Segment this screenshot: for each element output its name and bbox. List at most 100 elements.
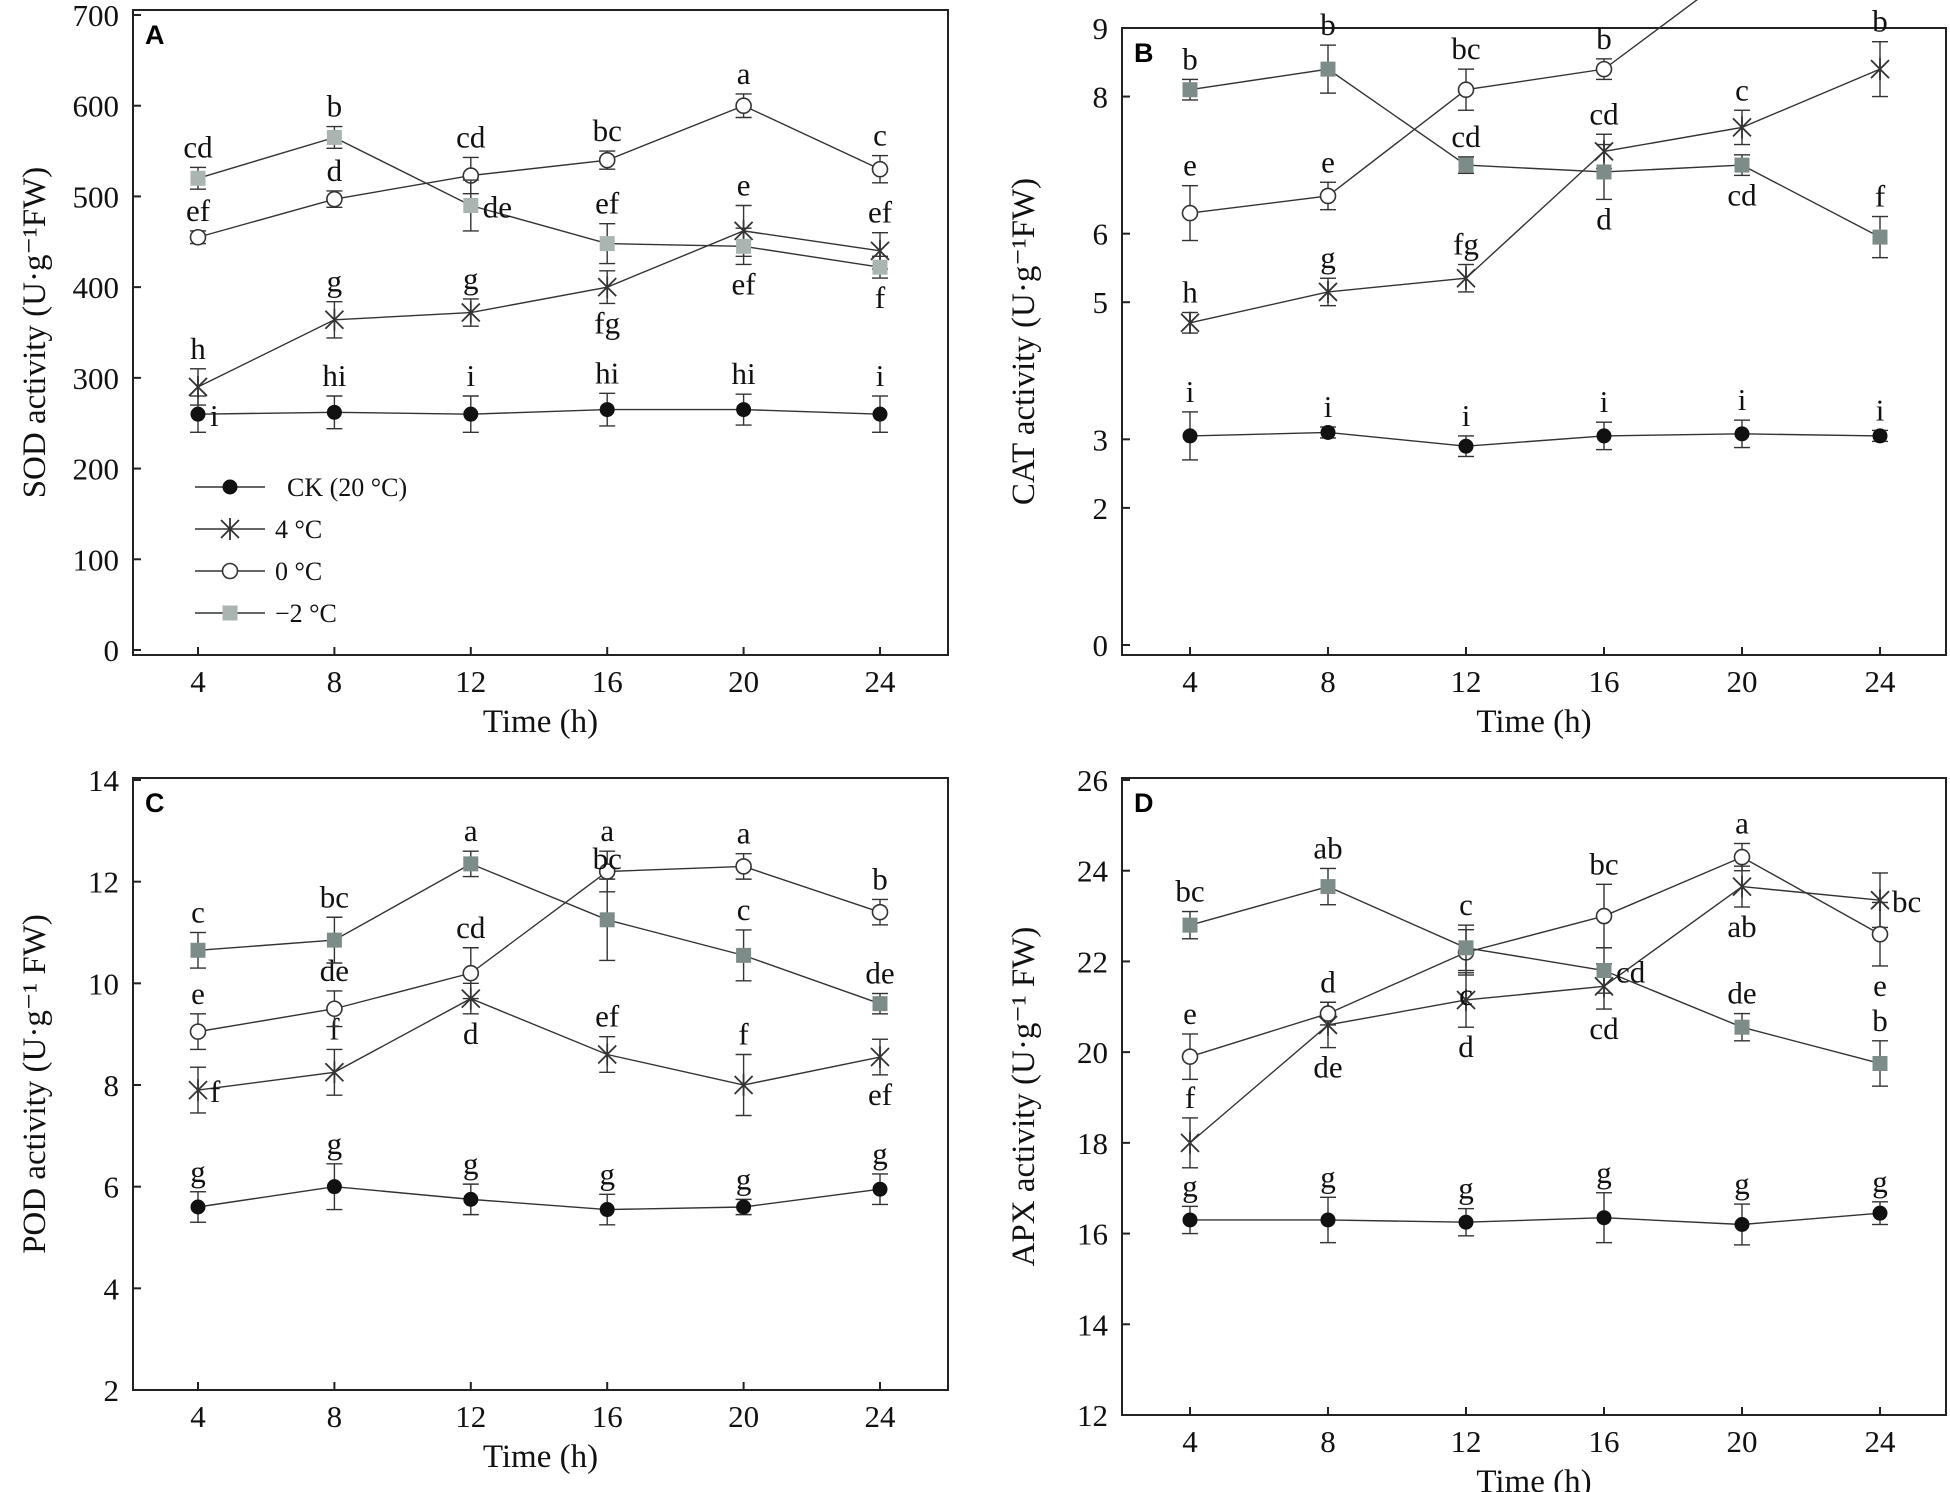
y-tick-label: 6 [1093, 217, 1109, 252]
series-ck-point-0 [190, 406, 206, 422]
series-cm2-point-3 [1596, 164, 1612, 180]
series-c4-point-4 [733, 1074, 754, 1096]
legend-ck-point-0 [222, 479, 238, 495]
series-c4-sig-label-5: b [1872, 4, 1888, 39]
series-ck-sig-label-4: g [736, 1161, 752, 1196]
series-cm2-point-4 [1734, 1019, 1750, 1035]
series-ck-point-4 [736, 1199, 752, 1215]
series-c0-point-5 [871, 160, 889, 178]
series-c0-sig-label-3: bc [1589, 846, 1618, 881]
series-ck-line [1190, 1212, 1881, 1226]
series-cm2-point-4 [736, 947, 752, 963]
series-ck-sig-label-5: g [872, 1136, 888, 1171]
series-c0-sig-label-0: ef [186, 193, 211, 228]
series-c0-line [197, 865, 881, 1033]
series-c4-sig-label-1: g [1320, 240, 1336, 275]
series-ck-sig-label-5: i [876, 358, 885, 393]
series-cm2-point-2 [463, 856, 479, 872]
series-c0-sig-label-4: a [1735, 806, 1749, 841]
series-ck-sig-label-2: g [463, 1146, 479, 1181]
series-ck-sig-label-0: g [1182, 1168, 1198, 1203]
y-tick-label: 14 [1077, 1307, 1109, 1342]
series-ck-point-1 [326, 404, 342, 420]
series-cm2-sig-label-4: de [1727, 976, 1756, 1011]
series-c0-sig-label-4: a [737, 816, 751, 851]
series-ck-point-3 [599, 1202, 615, 1218]
y-tick-label: 18 [1077, 1126, 1108, 1161]
series-c0-point-2 [1457, 81, 1475, 98]
series-c4: f f d ef f ef [188, 982, 893, 1117]
y-axis-title: CAT activity (U·g⁻¹FW) [1006, 178, 1042, 505]
x-tick-label: 12 [455, 1399, 486, 1434]
panel-label: A [145, 20, 165, 50]
series-cm2-line [1189, 885, 1881, 1065]
series-c0-sig-label-4: a [737, 56, 751, 91]
series-c4-line [197, 230, 881, 388]
series-c4-sig-label-3: cd [1589, 96, 1619, 131]
legend-label-c4: 4 °C [275, 515, 322, 544]
plot-frame [1121, 27, 1947, 656]
series-c4-sig-label-5: ef [868, 195, 893, 230]
legend-label-c0: 0 °C [275, 557, 322, 586]
series-cm2-point-3 [599, 236, 615, 252]
series-cm2-point-3 [599, 912, 615, 928]
y-axis-title: APX activity (U·g⁻¹ FW) [1006, 927, 1042, 1267]
x-axis-title: Time (h) [1476, 1464, 1591, 1492]
series-c0-point-3 [1595, 907, 1613, 925]
series-c4-sig-label-0: h [1182, 275, 1198, 310]
series-cm2-sig-label-1: b [1320, 7, 1336, 42]
legend-label-ck: CK (20 °C) [287, 473, 407, 502]
series-ck-point-5 [1872, 428, 1888, 444]
series-ck-point-3 [1596, 1210, 1612, 1226]
x-tick-label: 24 [1865, 664, 1897, 699]
x-tick-label: 16 [1589, 664, 1620, 699]
series-c4-point-1 [324, 308, 345, 331]
series-c4-point-5 [1870, 58, 1890, 81]
series-cm2-sig-label-0: bc [1175, 874, 1204, 909]
y-tick-label: 24 [1077, 854, 1109, 889]
series-cm2-sig-label-4: c [737, 892, 751, 927]
series-ck-point-3 [599, 402, 615, 418]
y-tick-label: 2 [104, 1373, 120, 1408]
panel-label: B [1134, 38, 1154, 68]
series-ck-sig-label-1: g [1320, 1159, 1336, 1194]
series-c4: h g fg cd c b [1180, 4, 1890, 334]
series-ck-point-0 [1182, 428, 1198, 444]
x-tick-label: 16 [1589, 1424, 1620, 1459]
y-tick-label: 14 [88, 763, 120, 798]
legend-c0-point-2 [221, 562, 239, 580]
y-tick-label: 10 [88, 966, 119, 1001]
series-cm2-point-5 [1872, 1055, 1888, 1071]
series-c4: h g g fg e ef [188, 168, 893, 406]
series-ck-point-4 [1734, 426, 1750, 442]
legend-c4-point-1 [220, 518, 240, 540]
series-cm2-sig-label-2: cd [1451, 119, 1481, 154]
series-c4-sig-label-0: f [210, 1074, 221, 1109]
series-c0-sig-label-5: e [1873, 968, 1887, 1003]
y-tick-label: 8 [1093, 80, 1109, 115]
y-tick-label: 0 [1093, 628, 1109, 663]
series-c0-point-0 [1181, 1048, 1199, 1065]
series-cm2-point-5 [872, 996, 888, 1012]
series-c4-sig-label-2: fg [1453, 227, 1479, 262]
y-tick-label: 5 [1093, 285, 1109, 320]
series-cm2-sig-label-0: b [1182, 41, 1198, 76]
series-c4-point-1 [324, 1061, 345, 1084]
series-cm2-sig-label-5: b [1872, 1003, 1888, 1038]
series-ck-point-2 [1458, 438, 1474, 454]
series-ck-sig-label-2: i [466, 358, 475, 393]
series-c4-line [1189, 68, 1881, 324]
y-tick-label: 300 [73, 361, 120, 396]
series-c4-sig-label-3: cd [1589, 1011, 1619, 1046]
y-tick-label: 2 [1093, 491, 1109, 526]
x-tick-label: 12 [455, 664, 486, 699]
plot-frame [1121, 777, 1947, 1416]
series-cm2-point-5 [872, 259, 888, 275]
series-cm2-sig-label-0: cd [183, 129, 213, 164]
series-c0-point-1 [326, 190, 343, 208]
